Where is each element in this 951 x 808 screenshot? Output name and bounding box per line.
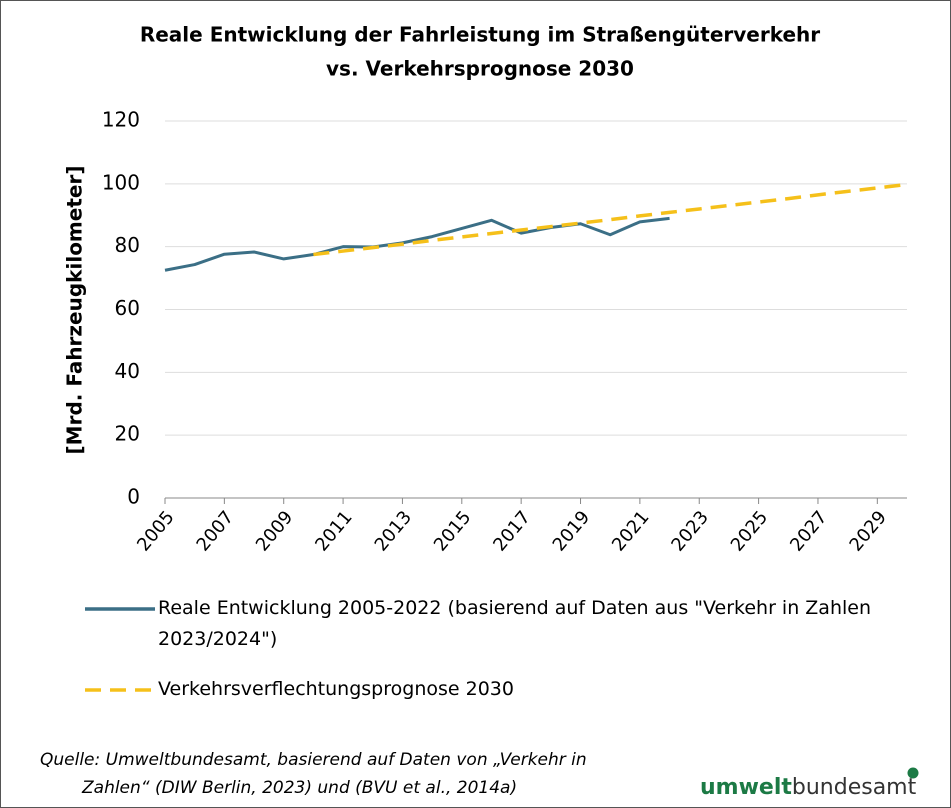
- logo-icon: [907, 767, 919, 779]
- legend-label: Verkehrsverflechtungsprognose 2030: [158, 678, 514, 700]
- logo: umweltbundesamt: [700, 775, 917, 800]
- y-tick-label: 60: [115, 296, 140, 320]
- source: Zahlen“ (DIW Berlin, 2023) und (BVU et a…: [81, 778, 517, 798]
- y-tick-label: 40: [115, 359, 140, 383]
- chart-title: Reale Entwicklung der Fahrleistung im St…: [140, 23, 820, 47]
- y-tick-label: 100: [102, 170, 140, 194]
- y-tick-label: 20: [115, 422, 140, 446]
- series-line: [164, 216, 670, 272]
- chart-title: vs. Verkehrsprognose 2030: [326, 57, 634, 81]
- logo-regular: bundesamt: [792, 775, 917, 800]
- y-tick-label: 120: [102, 108, 140, 132]
- logo-bold: umwelt: [700, 775, 792, 800]
- y-tick-label: 0: [127, 485, 140, 509]
- y-axis-label: [Mrd. Fahrzeugkilometer]: [63, 166, 87, 455]
- legend-label: Reale Entwicklung 2005-2022 (basierend a…: [158, 597, 872, 650]
- source: Quelle: Umweltbundesamt, basierend auf D…: [40, 750, 587, 770]
- y-tick-label: 80: [115, 233, 140, 257]
